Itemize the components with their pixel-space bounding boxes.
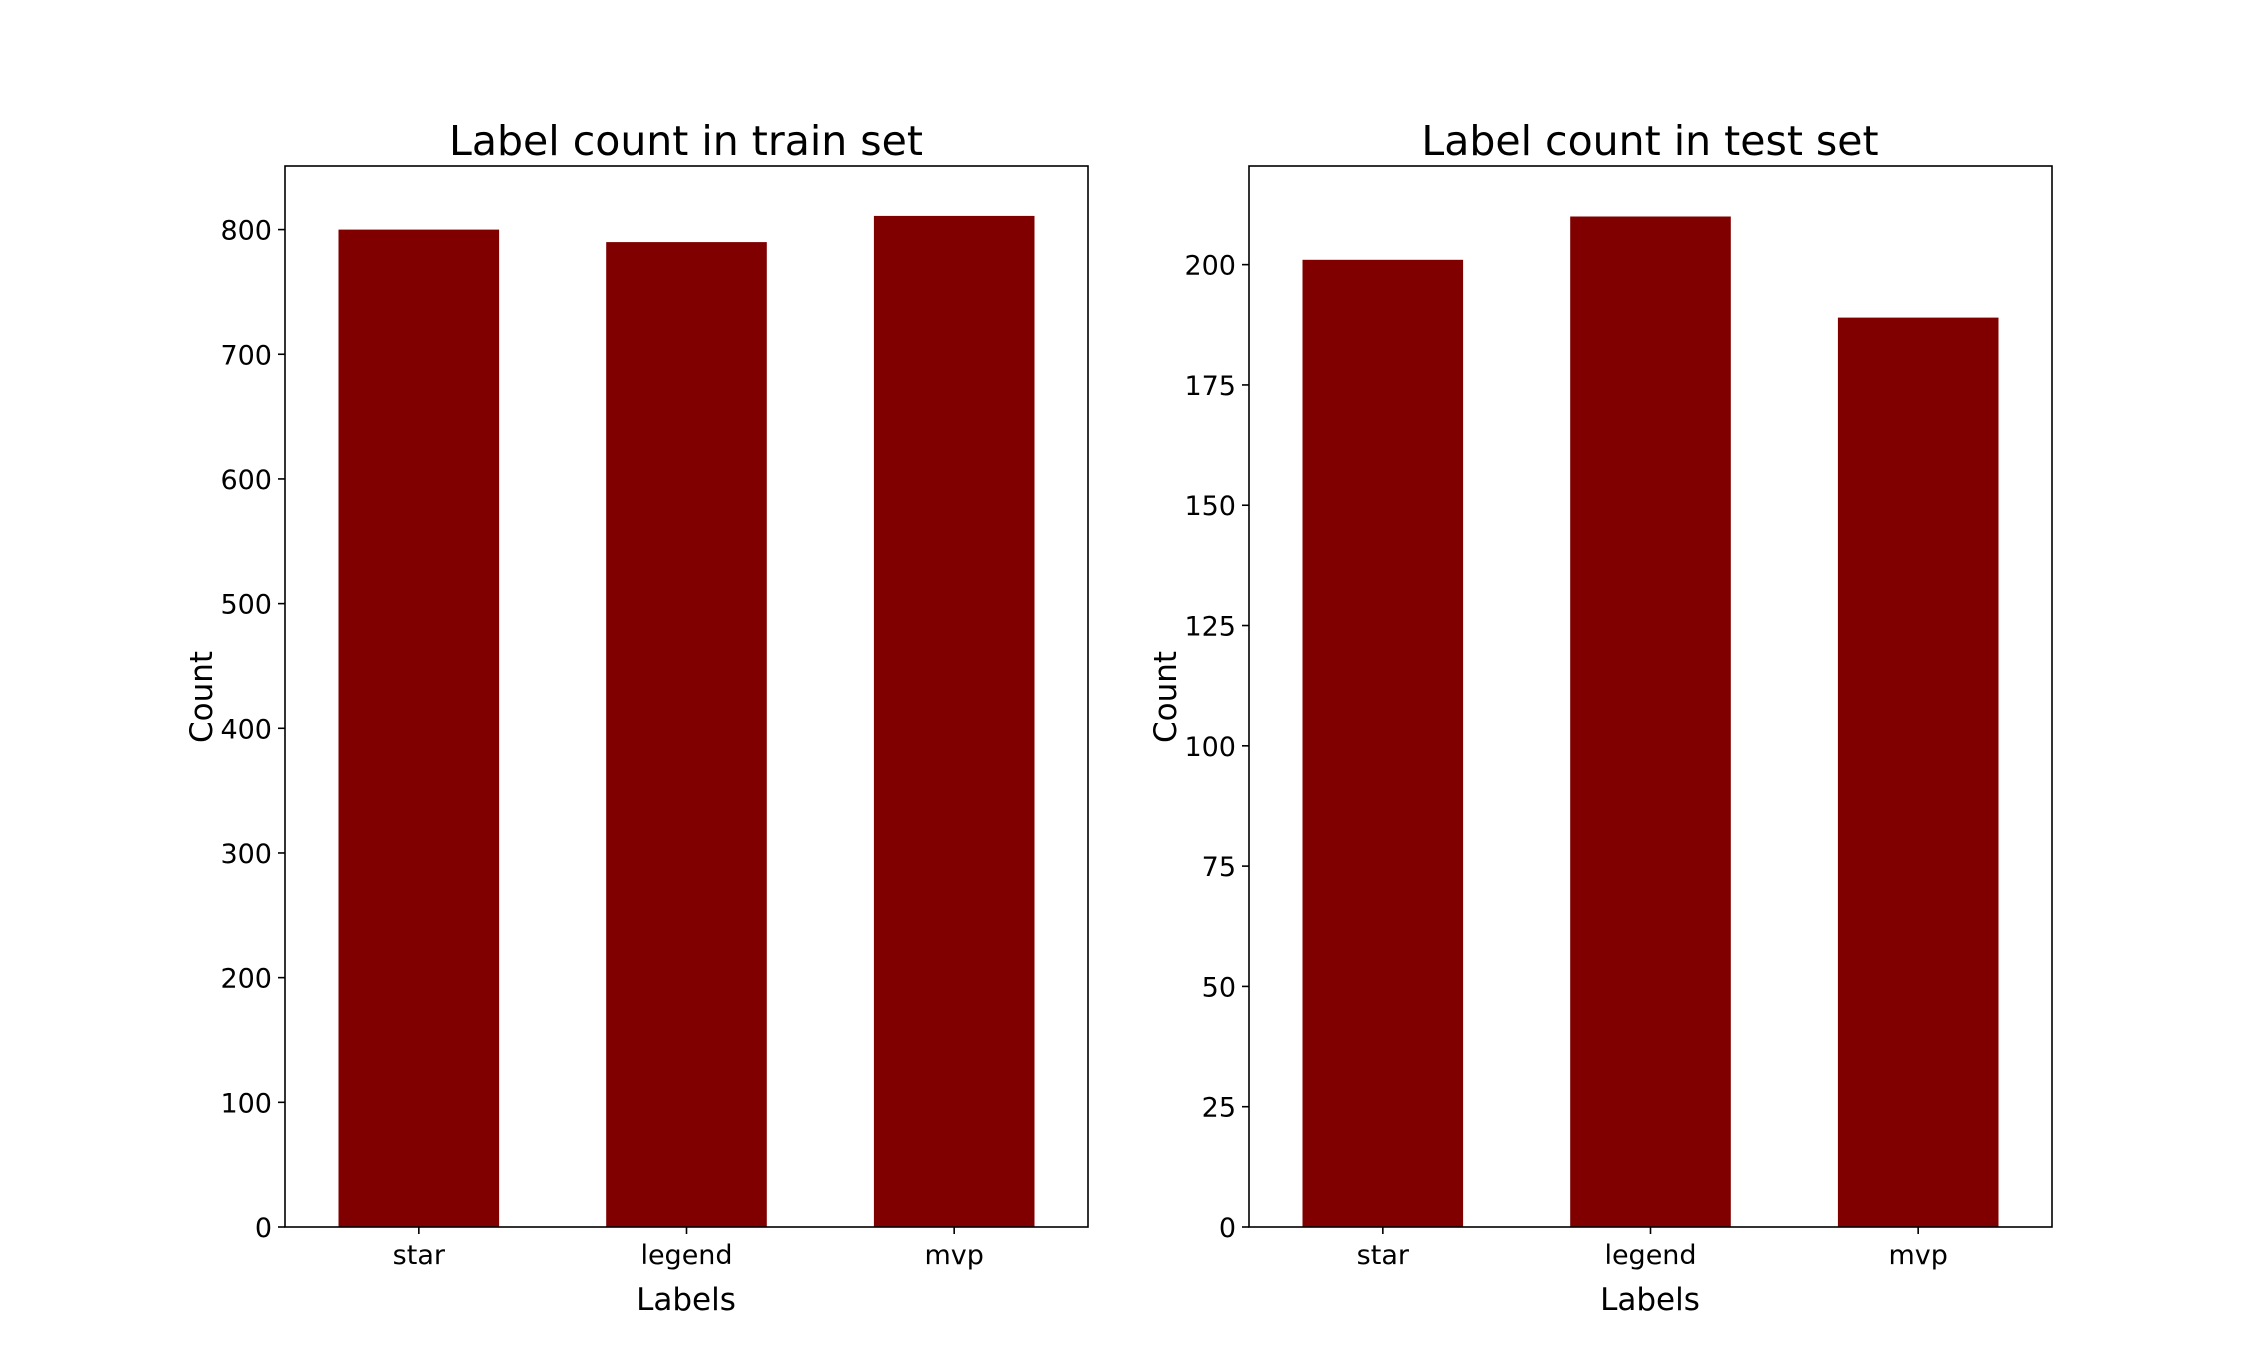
train-x-axis-ticks: star legend mvp [393,1227,984,1271]
train-y-tick-label: 600 [220,465,272,496]
test-x-tick-label: star [1357,1240,1410,1271]
train-x-axis-label: Labels [636,1282,736,1318]
train-y-tick-label: 200 [220,964,272,995]
train-y-tick-label: 800 [220,216,272,247]
train-y-tick-label: 700 [220,340,272,371]
test-chart-title: Label count in test set [1421,117,1878,165]
test-y-tick-label: 100 [1184,732,1236,763]
test-y-tick-label: 125 [1184,612,1236,643]
test-bar-legend [1570,216,1731,1227]
train-chart: Label count in train set 0 100 200 300 400 50… [184,117,1089,1318]
train-y-axis-ticks: 0 100 200 300 400 500 600 700 800 [220,216,285,1244]
train-bar-star [338,229,500,1228]
test-bar-star [1302,259,1464,1227]
test-bars [1302,216,1999,1228]
train-y-tick-label: 100 [220,1088,272,1119]
test-y-axis-label: Count [1148,651,1184,743]
test-y-axis-ticks: 0 25 50 75 100 125 150 175 200 [1184,251,1249,1244]
test-bar-mvp [1837,317,1999,1228]
train-y-tick-label: 300 [220,839,272,870]
test-y-tick-label: 50 [1202,972,1236,1003]
test-x-axis-ticks: star legend mvp [1357,1227,1948,1271]
test-y-tick-label: 175 [1184,371,1236,402]
test-x-tick-label: mvp [1888,1240,1947,1271]
train-y-axis-label: Count [184,651,220,743]
train-x-tick-label: legend [640,1240,732,1271]
train-bar-mvp [873,215,1035,1227]
train-bars [338,215,1035,1228]
train-x-tick-label: mvp [924,1240,983,1271]
train-y-tick-label: 400 [220,714,272,745]
test-y-tick-label: 200 [1184,251,1236,282]
train-plot-frame [284,165,1089,1228]
test-plot-frame [1248,165,2053,1228]
train-y-tick-label: 500 [220,590,272,621]
train-y-tick-label: 0 [255,1213,272,1244]
test-y-tick-label: 75 [1202,852,1236,883]
test-y-tick-label: 0 [1219,1213,1236,1244]
test-chart: Label count in test set 0 25 50 75 100 125 150… [1148,117,2053,1318]
test-x-axis-label: Labels [1600,1282,1700,1318]
test-y-tick-label: 150 [1184,491,1236,522]
train-bar-legend [606,242,767,1228]
train-chart-title: Label count in train set [449,117,923,165]
train-x-tick-label: star [393,1240,446,1271]
test-y-tick-label: 25 [1202,1093,1236,1124]
test-x-tick-label: legend [1604,1240,1696,1271]
